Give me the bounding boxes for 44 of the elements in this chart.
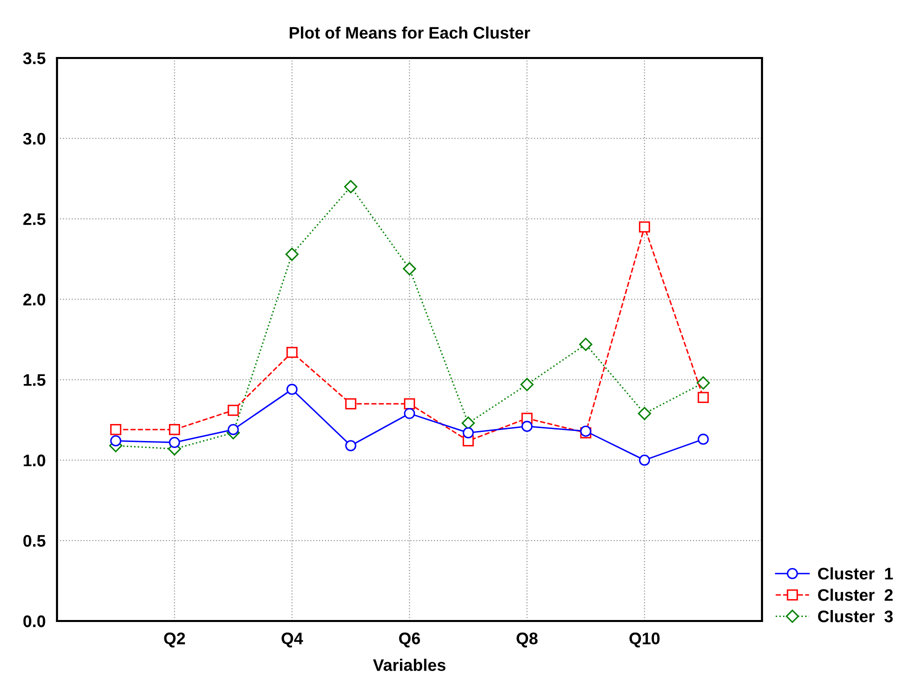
point (402, 262, 416, 276)
point (344, 180, 358, 194)
point (345, 440, 356, 452)
point (638, 221, 650, 232)
point (110, 435, 122, 446)
x-tick-label: Q6 (399, 632, 420, 648)
point (638, 406, 652, 420)
y-tick-label: 3.5 (23, 52, 46, 64)
x-tick-label: Q2 (164, 632, 185, 648)
y-tick-label: 2.0 (23, 294, 46, 306)
point (228, 424, 239, 436)
x-tick-label: Q10 (629, 632, 660, 648)
x-tick-label: Q8 (516, 632, 538, 648)
legend-label: Cluster 2 (818, 588, 893, 601)
point (521, 420, 533, 432)
point (110, 424, 122, 436)
point (520, 378, 534, 392)
x-axis-title: Variables (373, 658, 446, 671)
point (462, 427, 474, 438)
point (285, 248, 299, 261)
point (698, 434, 709, 445)
legend-label: Cluster 1 (818, 567, 893, 580)
y-tick-label: 2.5 (23, 213, 46, 226)
y-tick-label: 1.0 (24, 454, 46, 466)
point (696, 376, 710, 390)
point (286, 384, 298, 395)
y-tick-label: 0.5 (23, 534, 46, 547)
point (462, 416, 475, 430)
point (286, 346, 298, 358)
x-tick-label: Q4 (282, 632, 304, 648)
point (168, 424, 180, 436)
y-tick-label: 0.0 (23, 615, 46, 628)
chart-title: Plot of Means for Each Cluster (290, 26, 530, 39)
legend-label: Cluster 3 (818, 610, 893, 622)
point (168, 436, 180, 448)
point (228, 404, 239, 416)
y-tick-label: 3.0 (23, 132, 46, 145)
point (579, 338, 592, 351)
point (698, 392, 709, 403)
y-tick-label: 1.5 (24, 374, 46, 386)
point (404, 408, 416, 420)
point (404, 398, 416, 410)
point (638, 454, 650, 466)
point (345, 398, 356, 410)
